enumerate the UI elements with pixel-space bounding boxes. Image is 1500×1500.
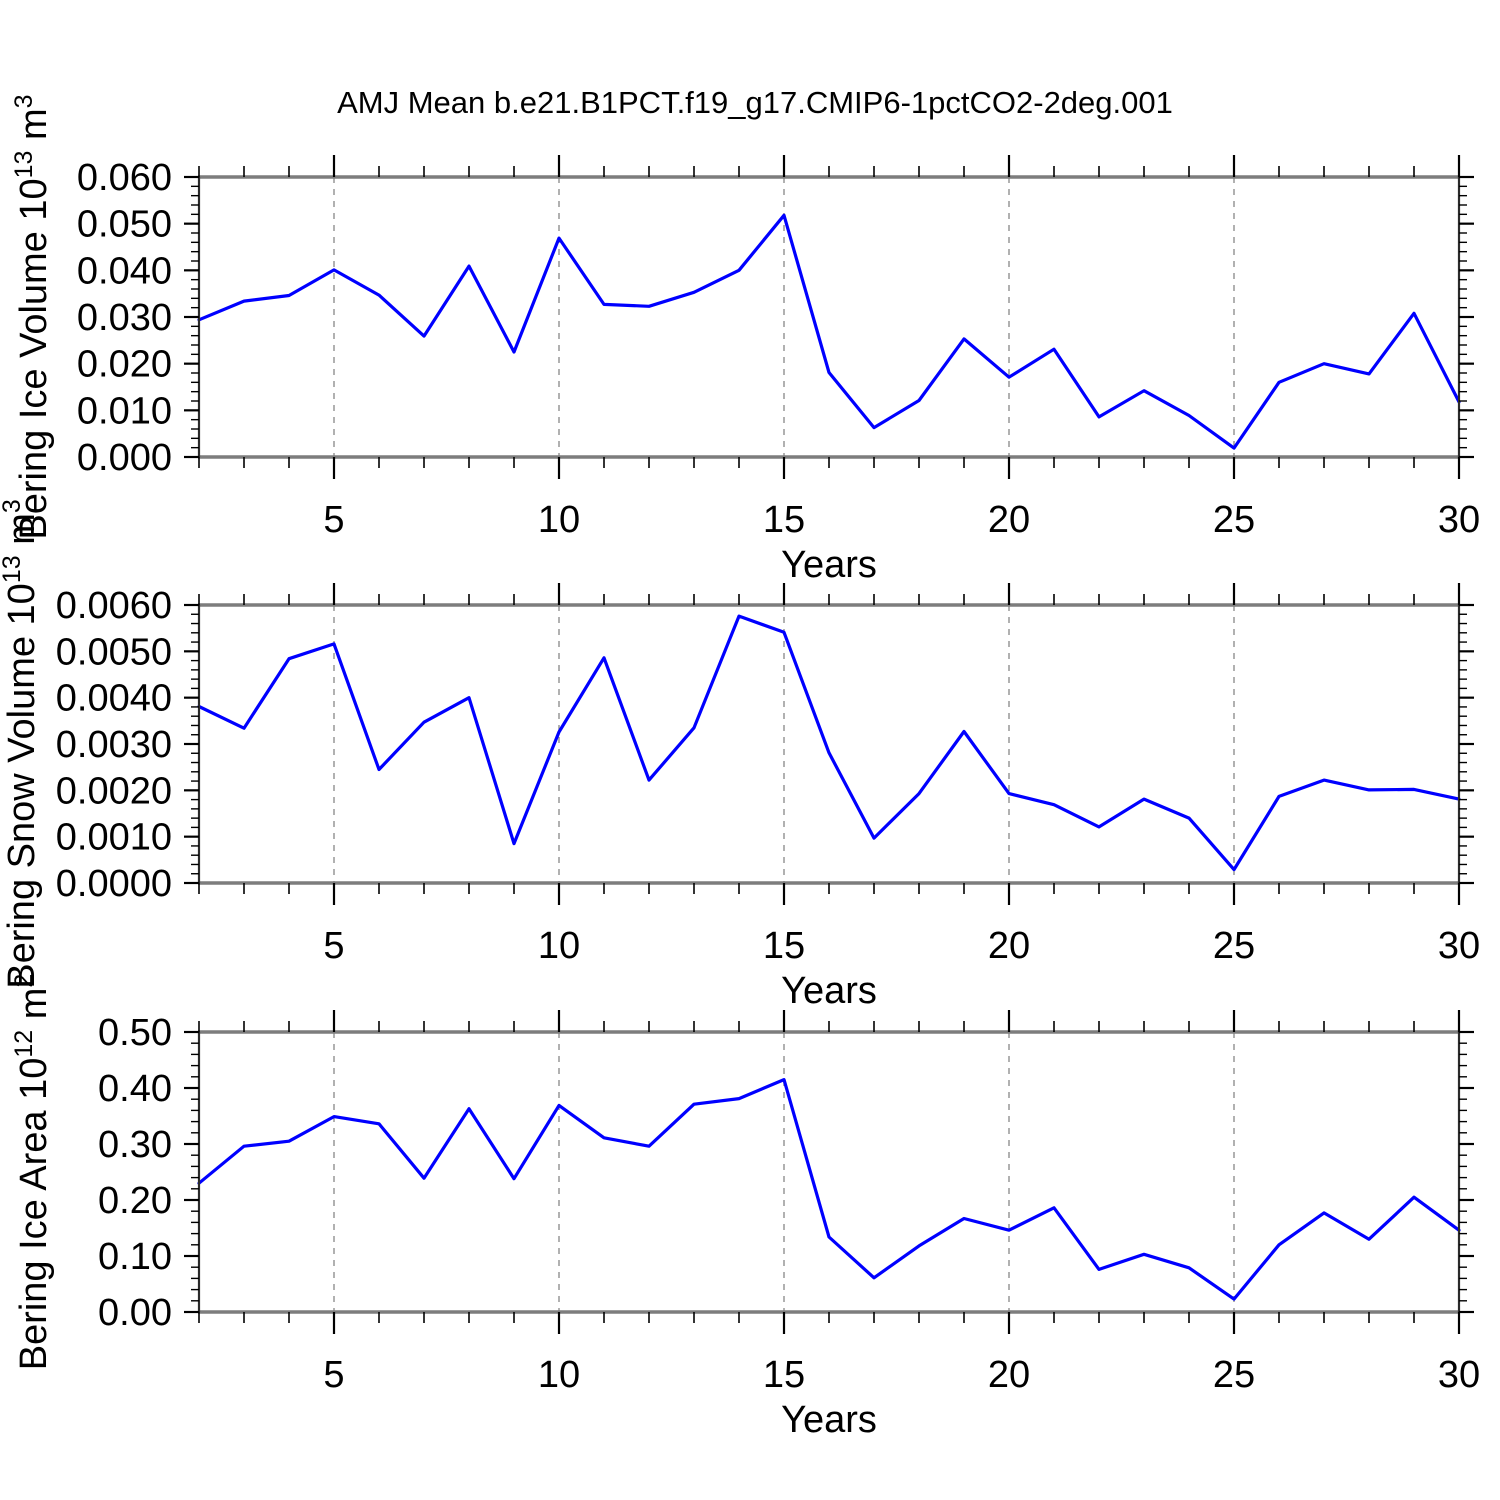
- x-tick-label: 20: [988, 925, 1030, 967]
- x-tick-label: 5: [323, 499, 344, 541]
- y-tick-label: 0.0020: [56, 770, 172, 812]
- y-axis-label-sup: 12: [10, 1030, 38, 1058]
- x-tick-label: 30: [1438, 1354, 1480, 1396]
- series-line: [197, 213, 1461, 450]
- x-axis-label: Years: [781, 1399, 877, 1441]
- y-axis-label-part: m: [13, 108, 55, 150]
- y-axis-label: Bering Ice Volume 1013 m3: [10, 94, 55, 539]
- y-axis-label-part: m: [1, 513, 43, 555]
- x-axis-label: Years: [781, 970, 877, 1012]
- y-tick-label: 0.0010: [56, 817, 172, 859]
- y-axis-label-sup: 3: [10, 94, 38, 108]
- y-axis-label-part: Bering Ice Area 10: [13, 1058, 55, 1371]
- x-tick-label: 10: [538, 925, 580, 967]
- y-tick-label: 0.060: [77, 157, 172, 199]
- x-tick-label: 30: [1438, 925, 1480, 967]
- y-axis-label-part: Bering Snow Volume 10: [1, 583, 43, 989]
- x-tick-label: 25: [1213, 925, 1255, 967]
- y-tick-label: 0.10: [98, 1236, 172, 1278]
- y-tick-label: 0.040: [77, 250, 172, 292]
- y-tick-label: 0.0000: [56, 863, 172, 905]
- y-tick-label: 0.0040: [56, 678, 172, 720]
- y-axis-label: Bering Snow Volume 1013 m3: [0, 499, 43, 989]
- x-tick-label: 30: [1438, 499, 1480, 541]
- x-tick-label: 15: [763, 499, 805, 541]
- x-tick-label: 10: [538, 1354, 580, 1396]
- x-tick-label: 15: [763, 1354, 805, 1396]
- y-tick-label: 0.050: [77, 204, 172, 246]
- y-axis-label: Bering Ice Area 1012 m2: [10, 974, 55, 1371]
- panel-bering-ice-area: 0.00 0.10 0.20 0.30 0.40 0.50 5 10 15 20 25 30 Years…: [10, 974, 1480, 1441]
- x-axis-label: Years: [781, 544, 877, 586]
- y-tick-label: 0.000: [77, 437, 172, 479]
- series-line: [197, 1077, 1461, 1301]
- y-axis-label-sup: 2: [10, 974, 38, 988]
- y-tick-label: 0.00: [98, 1292, 172, 1334]
- y-tick-label: 0.030: [77, 297, 172, 339]
- x-tick-label: 25: [1213, 1354, 1255, 1396]
- chart-title: AMJ Mean b.e21.B1PCT.f19_g17.CMIP6-1pctC…: [337, 85, 1173, 120]
- y-axis-label-part: Bering Ice Volume 10: [13, 178, 55, 539]
- x-tick-label: 15: [763, 925, 805, 967]
- y-tick-label: 0.0060: [56, 585, 172, 627]
- x-tick-label: 5: [323, 925, 344, 967]
- y-tick-label: 0.50: [98, 1012, 172, 1054]
- x-tick-label: 20: [988, 1354, 1030, 1396]
- y-axis-label-part: m: [13, 988, 55, 1030]
- y-tick-label: 0.010: [77, 390, 172, 432]
- x-tick-label: 10: [538, 499, 580, 541]
- y-axis-label-sup: 13: [10, 151, 38, 179]
- y-tick-label: 0.020: [77, 344, 172, 386]
- y-axis-label-sup: 13: [0, 555, 26, 583]
- y-tick-label: 0.0030: [56, 724, 172, 766]
- y-tick-label: 0.20: [98, 1180, 172, 1222]
- y-tick-label: 0.40: [98, 1068, 172, 1110]
- x-tick-label: 20: [988, 499, 1030, 541]
- x-tick-label: 5: [323, 1354, 344, 1396]
- y-axis-label-sup: 3: [0, 499, 26, 513]
- series-line: [197, 614, 1461, 872]
- y-tick-label: 0.30: [98, 1124, 172, 1166]
- x-tick-label: 25: [1213, 499, 1255, 541]
- y-tick-label: 0.0050: [56, 631, 172, 673]
